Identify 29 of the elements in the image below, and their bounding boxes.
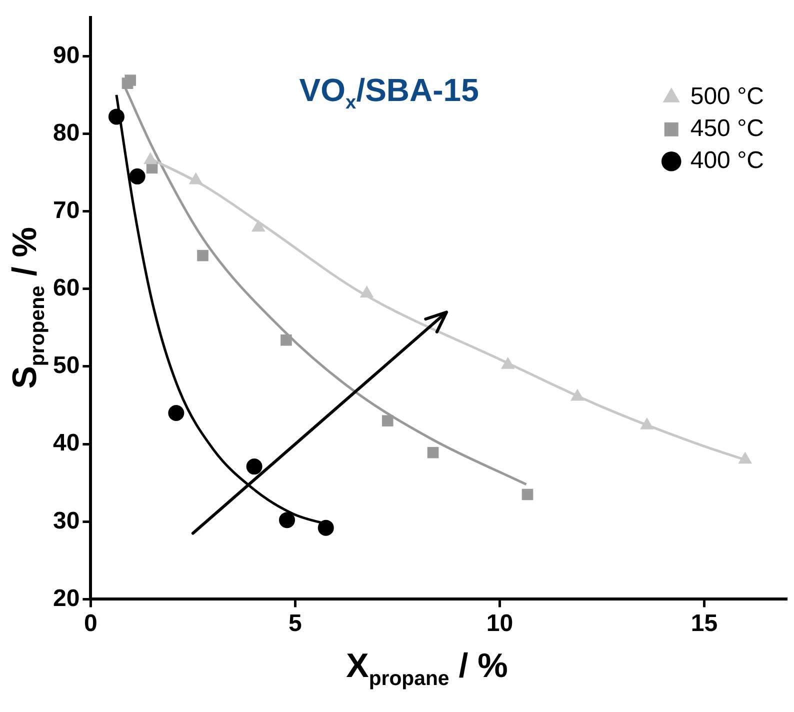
- x-tick-label: 10: [486, 610, 514, 638]
- legend-label: 500 °C: [690, 83, 764, 110]
- point: [124, 74, 136, 86]
- x-axis-title: X$_{propane}$ / %: [345, 647, 509, 691]
- legend-label: 400 °C: [690, 147, 764, 174]
- y-tick-label: 80: [52, 119, 80, 146]
- point: [427, 446, 439, 458]
- x-tick-label: 15: [690, 610, 718, 638]
- y-tick-label: 70: [52, 196, 80, 224]
- x-tick-label: 5: [288, 610, 302, 638]
- point: [318, 520, 334, 536]
- point: [168, 405, 184, 422]
- point: [279, 512, 296, 528]
- point: [522, 488, 534, 500]
- y-tick-label: 90: [52, 42, 80, 69]
- legend-label: 450 °C: [690, 115, 764, 142]
- x-tick-label: 0: [84, 610, 98, 638]
- point: [129, 168, 146, 184]
- point: [197, 250, 208, 262]
- y-tick-label: 40: [52, 430, 80, 457]
- y-tick-label: 30: [52, 507, 80, 534]
- point: [246, 458, 262, 475]
- y-tick-label: 60: [52, 274, 80, 302]
- point: [108, 108, 124, 125]
- text: VO$_{x}$/SBA-15: [299, 72, 479, 115]
- y-tick-label: 50: [52, 352, 80, 380]
- y-tick-label: 20: [52, 584, 80, 612]
- point: [280, 334, 292, 346]
- point: [382, 415, 394, 426]
